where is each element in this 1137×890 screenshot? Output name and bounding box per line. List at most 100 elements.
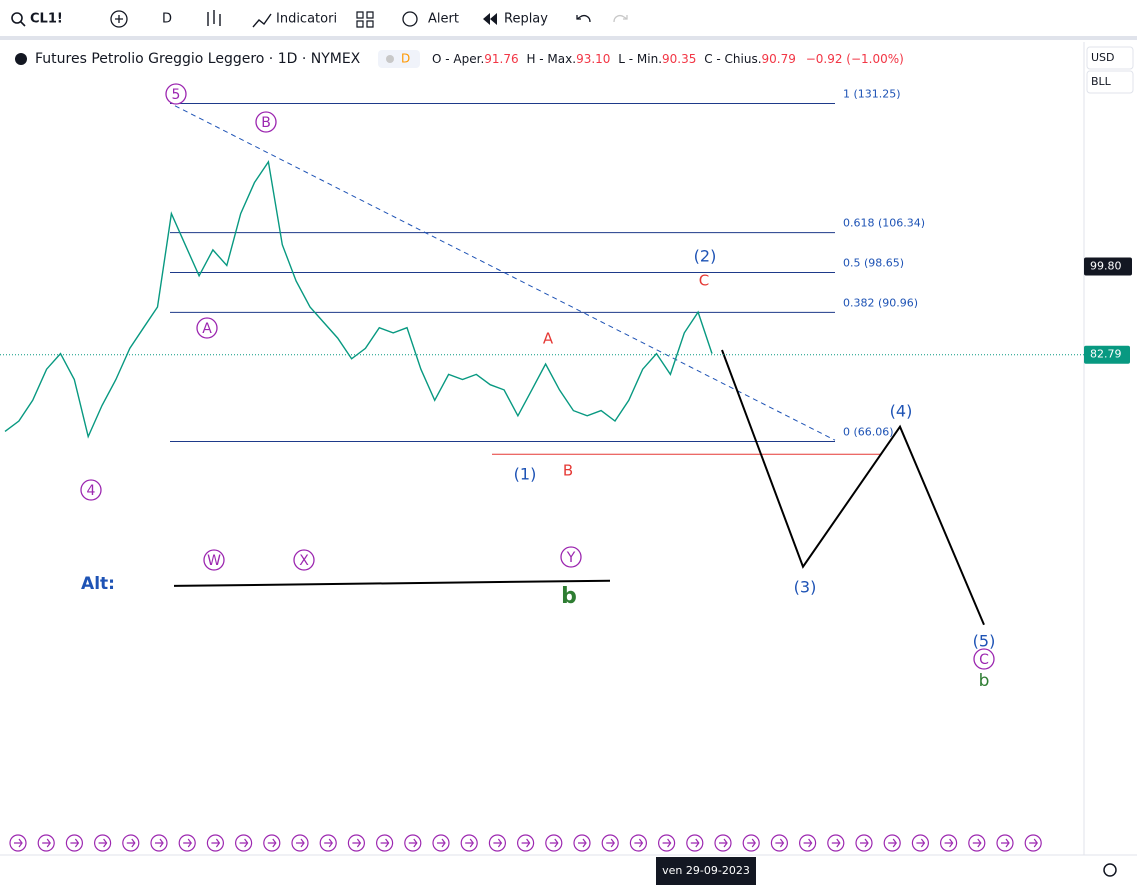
event-arrow	[578, 838, 587, 848]
event-arrow	[408, 838, 418, 848]
fib-label: 1 (131.25)	[843, 87, 901, 100]
event-arrow	[860, 838, 869, 848]
wave-label: (2)	[694, 247, 717, 266]
event-arrow	[521, 838, 531, 848]
wave-label: (3)	[794, 578, 817, 597]
currency-box[interactable]	[1086, 46, 1134, 70]
search-icon[interactable]	[11, 12, 23, 24]
event-icons	[9, 834, 1042, 852]
wave-label: B	[563, 462, 573, 480]
legend-title: Futures Petrolio Greggio Leggero · 1D · …	[35, 51, 361, 67]
wave-label: 4	[87, 483, 96, 499]
wave-label: b	[979, 671, 990, 691]
symbol-logo	[15, 53, 27, 65]
event-arrow	[14, 838, 23, 848]
wave-label: (1)	[514, 465, 537, 484]
event-arrow	[831, 838, 841, 848]
open-label: O - Aper.	[432, 52, 484, 66]
indicators[interactable]: Indicatori	[276, 12, 337, 27]
symbol[interactable]: CL1!	[30, 12, 63, 27]
event-arrow	[719, 838, 728, 848]
unit-box[interactable]	[1086, 70, 1134, 94]
close-label: C - Chius.	[704, 52, 761, 66]
alert-icon	[402, 11, 418, 27]
last-price-label: 82.79	[1090, 348, 1122, 361]
wave-label: B	[261, 115, 271, 131]
alt-line	[173, 579, 611, 587]
low: 90.35	[662, 52, 696, 66]
wave-label: (4)	[890, 402, 913, 421]
event-arrow	[98, 838, 108, 848]
unit[interactable]: BLL	[1091, 75, 1112, 88]
wave-label: A	[202, 321, 212, 337]
wave-circle	[203, 549, 225, 571]
alert[interactable]: Alert	[428, 12, 459, 27]
legend: Futures Petrolio Greggio Leggero · 1D · …	[15, 50, 904, 68]
redo[interactable]	[613, 15, 628, 23]
open: 91.76	[484, 52, 518, 66]
wave-label: 5	[172, 87, 181, 103]
event-arrow	[437, 838, 446, 848]
undo[interactable]	[576, 15, 591, 23]
projection	[721, 349, 985, 626]
wave-circle	[973, 648, 995, 670]
interval[interactable]: D	[162, 12, 172, 27]
wave-circle	[560, 546, 582, 568]
event-arrow	[803, 838, 813, 848]
wave-circle	[80, 479, 102, 501]
layout-icon[interactable]	[356, 11, 374, 28]
event-arrow	[267, 838, 277, 848]
crosshair-price: 99.80	[1090, 260, 1122, 273]
indicators-icon	[252, 13, 272, 28]
wave-circle	[165, 83, 187, 105]
event-arrow	[775, 838, 785, 848]
event-arrow	[916, 838, 926, 848]
event-arrow	[1029, 838, 1038, 848]
high-label: H - Max.	[526, 52, 576, 66]
event-arrow	[493, 838, 503, 848]
add-symbol[interactable]	[110, 10, 128, 28]
badge-dot	[386, 55, 394, 63]
settings-icon[interactable]	[1103, 863, 1117, 877]
crosshair-date-bg	[656, 857, 756, 885]
wave-circle	[293, 549, 315, 571]
event-arrow	[634, 838, 644, 848]
wave-label: C	[699, 272, 709, 290]
event-arrow	[662, 838, 672, 848]
wave-circle	[196, 317, 218, 339]
badge-bg	[378, 50, 420, 68]
fib-label: 0.618 (106.34)	[843, 217, 925, 230]
wave-label: W	[207, 553, 221, 569]
crosshair-date: ven 29-09-2023	[662, 864, 750, 877]
event-arrow	[606, 838, 615, 848]
event-arrow	[1001, 838, 1010, 848]
wave-label: Alt:	[81, 574, 115, 594]
replay[interactable]: Replay	[504, 12, 548, 27]
event-arrow	[296, 838, 305, 848]
event-arrow	[324, 838, 333, 848]
fib-label: 0.5 (98.65)	[843, 256, 904, 269]
wave-label: A	[543, 330, 554, 348]
fib-label: 0.382 (90.96)	[843, 296, 918, 309]
currency[interactable]: USD	[1091, 51, 1115, 64]
search-icon	[20, 21, 26, 27]
event-arrow	[944, 838, 954, 848]
event-arrow	[183, 838, 192, 848]
event-arrow	[972, 838, 982, 848]
event-arrow	[690, 838, 700, 848]
badge: D	[401, 52, 410, 66]
event-arrow	[380, 838, 390, 848]
crosshair-badge	[1084, 257, 1132, 276]
event-arrow	[42, 838, 51, 848]
low-label: L - Min.	[618, 52, 662, 66]
wave-circle	[255, 111, 277, 133]
event-arrow	[126, 838, 136, 848]
event-arrow	[239, 838, 249, 848]
high: 93.10	[576, 52, 610, 66]
last-price-badge	[1084, 345, 1130, 364]
bar-type-icon[interactable]	[207, 10, 221, 26]
change: −0.92 (−1.00%)	[806, 52, 904, 66]
plot: 1 (131.25) 0.618 (106.34) 0.5 (98.65) 0.382…	[0, 87, 1084, 626]
